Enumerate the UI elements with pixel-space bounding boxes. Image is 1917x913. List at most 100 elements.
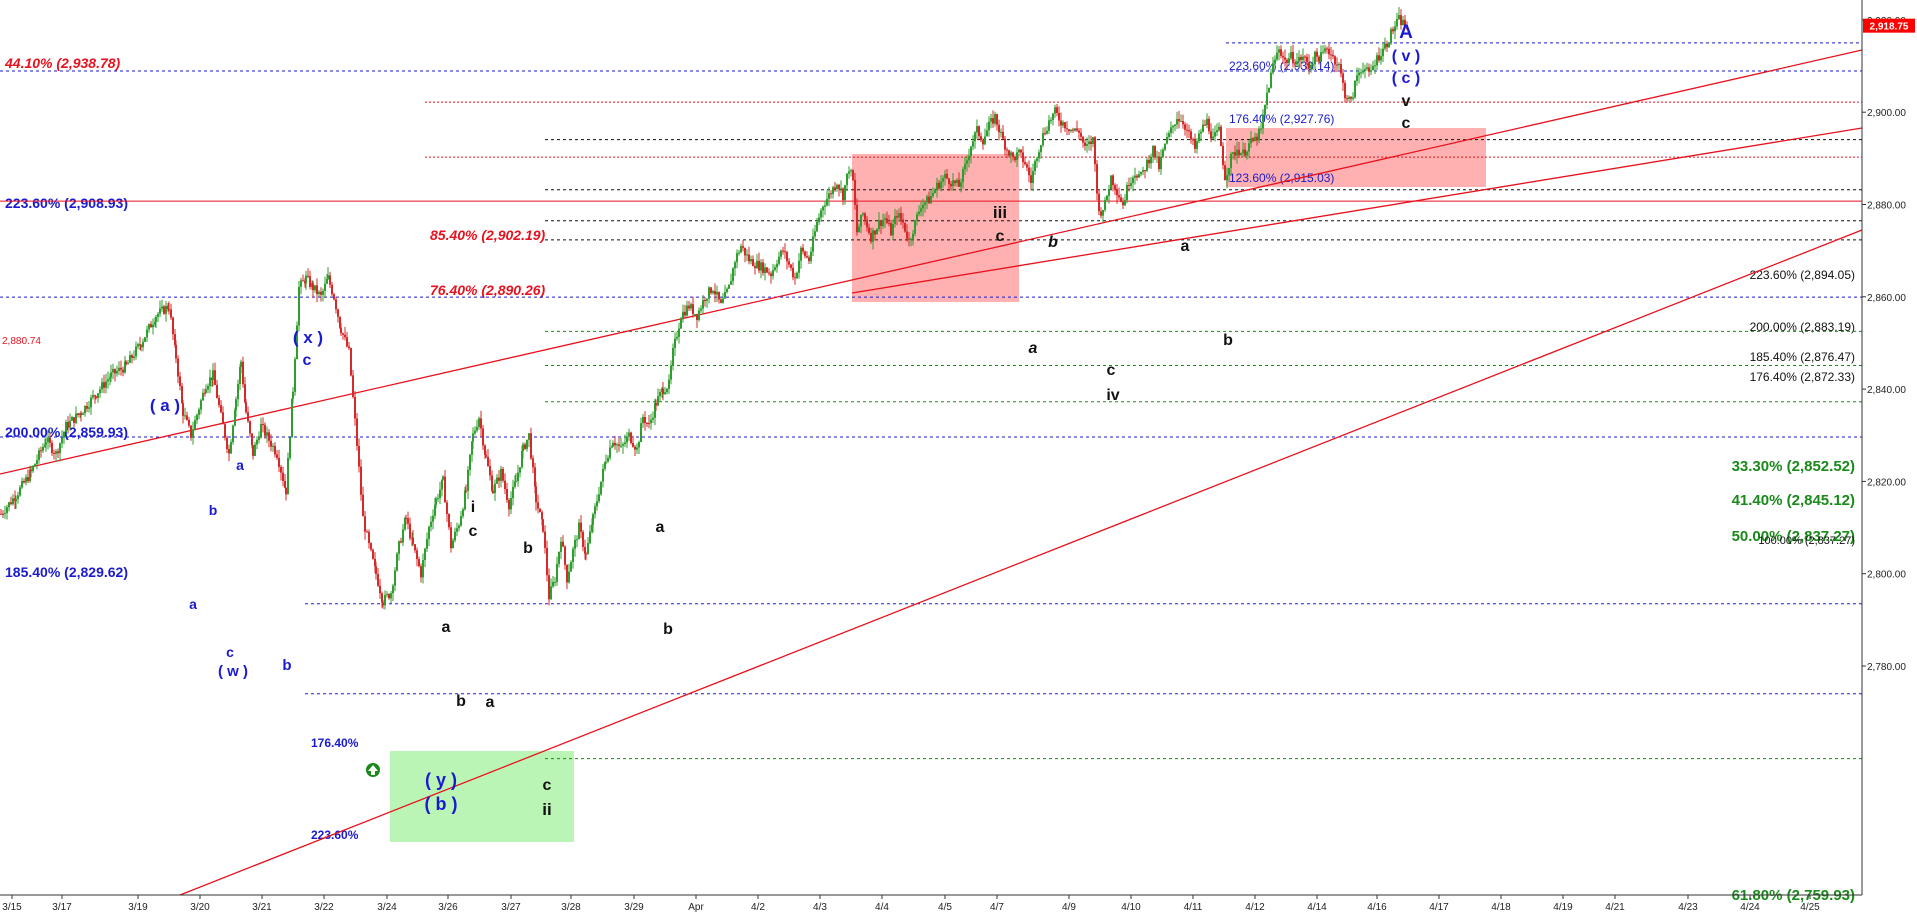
candle-body xyxy=(1262,115,1264,129)
candle-body xyxy=(1132,177,1134,184)
candle-body xyxy=(1052,113,1054,120)
candle-body xyxy=(558,552,560,564)
candle-body xyxy=(124,361,126,373)
candle-body xyxy=(652,417,654,420)
candle-body xyxy=(1362,70,1364,73)
candle-body xyxy=(589,531,591,544)
candle-body xyxy=(168,309,170,311)
candle-body xyxy=(110,372,112,378)
candle-body xyxy=(624,442,626,445)
candle-body xyxy=(53,453,55,455)
candle-body xyxy=(766,267,768,273)
candle-body xyxy=(1010,152,1012,156)
candle-body xyxy=(1230,153,1232,168)
candle-body xyxy=(1234,152,1236,156)
candle-body xyxy=(684,311,686,316)
x-tick-label: 4/14 xyxy=(1307,902,1327,913)
candle-body xyxy=(329,275,331,285)
candle-body xyxy=(150,324,152,328)
candle-body xyxy=(609,447,611,458)
x-tick-label: 3/24 xyxy=(377,902,397,913)
candle-body xyxy=(205,389,207,393)
candle-body xyxy=(1300,56,1302,61)
candle-body xyxy=(358,445,360,467)
candle-body xyxy=(534,467,536,487)
candle-body xyxy=(724,292,726,299)
candle-body xyxy=(564,546,566,565)
candle-body xyxy=(1226,175,1228,181)
candle-body xyxy=(1276,52,1278,60)
candle-body xyxy=(491,475,493,491)
candle-body xyxy=(836,184,838,190)
level-label: 185.40% (2,829.62) xyxy=(5,564,128,580)
candle-body xyxy=(996,114,998,125)
candle-body xyxy=(517,472,519,482)
candle-body xyxy=(1302,56,1304,61)
candle-body xyxy=(1078,130,1080,133)
candle-body xyxy=(1272,63,1274,73)
candle-body xyxy=(714,291,716,295)
candle-body xyxy=(196,414,198,421)
candle-body xyxy=(762,262,764,274)
candle-body xyxy=(1120,197,1122,203)
candle-body xyxy=(1338,64,1340,66)
candle-body xyxy=(754,266,756,269)
x-tick-label: 3/21 xyxy=(252,902,272,913)
candle-body xyxy=(814,231,816,237)
candle-body xyxy=(1292,52,1294,64)
candle-body xyxy=(824,205,826,207)
candle-body xyxy=(163,306,165,314)
candle-body xyxy=(1258,128,1260,141)
candle-body xyxy=(339,316,341,328)
candle-body xyxy=(676,336,678,339)
candle-body xyxy=(950,184,952,187)
candle-body xyxy=(1006,149,1008,151)
wave-label: a xyxy=(1181,238,1190,255)
candle-body xyxy=(478,418,480,427)
wave-label: b xyxy=(1223,332,1233,349)
candle-body xyxy=(646,422,648,424)
candle-body xyxy=(1322,51,1324,53)
candle-body xyxy=(120,367,122,370)
candle-body xyxy=(446,502,448,515)
candle-body xyxy=(928,196,930,204)
candle-body xyxy=(1024,162,1026,165)
candle-body xyxy=(616,444,618,446)
candle-body xyxy=(506,489,508,501)
candle-body xyxy=(994,114,996,124)
wave-label: b xyxy=(282,657,291,674)
candle-body xyxy=(1184,124,1186,130)
candle-body xyxy=(266,432,268,436)
candle-body xyxy=(84,405,86,414)
wave-label: ( w ) xyxy=(218,663,248,680)
candle-body xyxy=(21,481,23,488)
wave-label: c xyxy=(1107,362,1116,379)
x-tick-label: 3/17 xyxy=(52,902,72,913)
candle-body xyxy=(1370,70,1372,72)
candle-body xyxy=(826,198,828,206)
candle-body xyxy=(492,490,494,494)
wave-label: b xyxy=(209,502,218,518)
wave-label: ( c ) xyxy=(1392,70,1420,87)
wave-label: c xyxy=(996,228,1005,245)
candle-body xyxy=(346,337,348,347)
y-tick-label: 2,900.00 xyxy=(1867,108,1906,119)
candle-body xyxy=(1130,183,1132,186)
candle-body xyxy=(842,188,844,201)
candle-body xyxy=(666,388,668,393)
candle-body xyxy=(476,426,478,431)
candle-body xyxy=(224,424,226,438)
candle-body xyxy=(122,369,124,373)
candle-body xyxy=(1270,72,1272,88)
candle-body xyxy=(1344,82,1346,99)
candle-body xyxy=(1172,125,1174,128)
candle-body xyxy=(1398,15,1400,20)
candle-body xyxy=(648,423,650,425)
candle-body xyxy=(294,359,296,392)
candle-body xyxy=(521,450,523,468)
candle-body xyxy=(1134,175,1136,178)
candle-body xyxy=(686,305,688,316)
candle-body xyxy=(88,407,90,409)
candle-body xyxy=(112,369,114,373)
